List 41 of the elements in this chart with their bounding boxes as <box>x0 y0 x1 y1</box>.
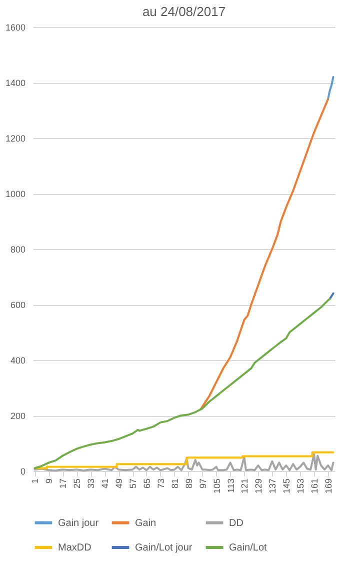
y-tick-label: 400 <box>10 356 26 366</box>
x-tick-label: 145 <box>282 478 292 494</box>
legend-label: Gain/Lot jour <box>135 542 193 554</box>
legend-label: Gain <box>135 518 156 529</box>
x-tick-label: 113 <box>226 478 236 493</box>
x-tick-label: 41 <box>100 478 110 489</box>
x-tick-label: 137 <box>268 478 278 494</box>
x-tick-label: 17 <box>58 478 68 489</box>
x-tick-label: 49 <box>114 478 124 489</box>
line-series <box>200 98 330 410</box>
x-tick-label: 129 <box>254 478 264 494</box>
y-tick-label: 0 <box>20 466 26 476</box>
x-tick-label: 81 <box>170 478 180 489</box>
x-tick-label: 89 <box>184 478 194 489</box>
x-tick-label: 57 <box>128 478 138 489</box>
line-series <box>327 76 334 100</box>
legend-label: Gain/Lot <box>229 542 268 554</box>
y-tick-label: 600 <box>10 300 26 310</box>
x-tick-label: 33 <box>86 478 96 489</box>
x-tick-label: 65 <box>142 478 152 489</box>
x-tick-label: 25 <box>72 478 82 489</box>
legend-label: Gain jour <box>58 518 100 529</box>
chart-title: au 24/08/2017 <box>142 4 226 19</box>
x-tick-label: 9 <box>44 478 54 484</box>
y-tick-label: 1400 <box>5 78 26 88</box>
x-tick-label: 153 <box>296 478 306 494</box>
y-tick-label: 1600 <box>5 22 26 32</box>
y-tick-label: 200 <box>10 411 26 421</box>
x-tick-label: 105 <box>212 478 222 494</box>
x-tick-label: 1 <box>30 478 40 484</box>
legend-label: MaxDD <box>58 542 92 554</box>
x-tick-label: 73 <box>156 478 166 489</box>
y-tick-label: 800 <box>10 244 26 254</box>
line-series <box>34 298 331 470</box>
legend-label: DD <box>229 518 244 529</box>
x-tick-label: 161 <box>310 478 320 494</box>
y-tick-label: 1200 <box>5 134 26 144</box>
y-tick-label: 1000 <box>5 189 26 199</box>
x-tick-label: 97 <box>198 478 208 489</box>
x-tick-label: 121 <box>240 478 250 494</box>
x-tick-label: 169 <box>324 478 334 494</box>
